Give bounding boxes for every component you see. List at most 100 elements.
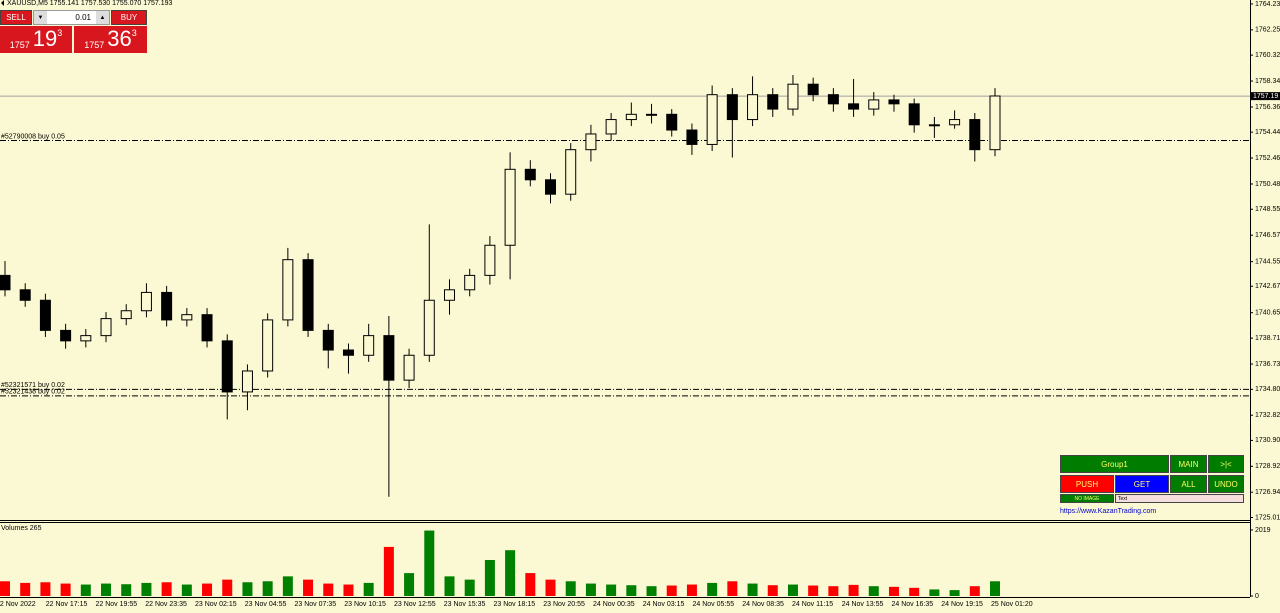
buy-button[interactable]: BUY (111, 10, 147, 25)
y-tick-label: 1758.34 (1255, 78, 1280, 85)
candle-body (565, 149, 577, 195)
volume-bar (727, 581, 738, 596)
sell-button[interactable]: SELL (0, 10, 32, 25)
volume-bar (666, 585, 677, 596)
volume-bar (343, 584, 354, 596)
volume-bar (888, 586, 899, 596)
volume-bar (20, 582, 31, 596)
all-button[interactable]: ALL (1170, 475, 1207, 493)
volume-bar (646, 586, 657, 596)
volume-bar (303, 579, 314, 596)
lot-up[interactable]: ▲ (96, 11, 109, 24)
x-tick-label: 23 Nov 10:15 (344, 601, 386, 608)
chart-title: XAUUSD,M5 1755.141 1757.530 1755.070 175… (7, 0, 173, 7)
link[interactable]: https://www.KazanTrading.com (1060, 508, 1157, 515)
x-tick-label: 25 Nov 01:20 (991, 601, 1033, 608)
candle-body (383, 335, 395, 381)
candle-body (807, 83, 819, 96)
push-button[interactable]: PUSH (1060, 475, 1114, 493)
x-tick-label: 24 Nov 05:55 (693, 601, 735, 608)
lot-input[interactable]: 0.01 (33, 10, 110, 25)
volume-bar (242, 582, 253, 596)
candle-body (140, 291, 152, 312)
volume-bar (101, 583, 112, 596)
candle-body (949, 119, 961, 126)
text-input[interactable]: Text (1115, 494, 1244, 503)
candle-body (827, 94, 839, 105)
x-tick-label: 24 Nov 13:55 (842, 601, 884, 608)
y-tick-label: 1730.90 (1255, 437, 1280, 444)
y-tick-label: 1750.48 (1255, 181, 1280, 188)
x-tick-label: 23 Nov 18:15 (494, 601, 536, 608)
buy-price-base: 1757 (84, 40, 105, 50)
candle-body (686, 129, 698, 145)
candle-body (423, 299, 435, 356)
y-tick-label: 1760.32 (1255, 52, 1280, 59)
group-button[interactable]: Group1 (1060, 455, 1169, 473)
x-tick-label: 24 Nov 16:35 (892, 601, 934, 608)
candle-body (161, 291, 173, 321)
volume-bar (323, 583, 334, 596)
x-tick-label: 23 Nov 15:35 (444, 601, 486, 608)
candle-body (403, 354, 415, 381)
x-tick-label: 22 Nov 17:15 (46, 601, 88, 608)
collapse-button[interactable]: >|< (1208, 455, 1244, 473)
candle-body (342, 349, 354, 356)
x-tick-label: 23 Nov 07:35 (295, 601, 337, 608)
volume-bar (909, 587, 920, 596)
volume-bar (828, 586, 839, 596)
y-tick-label: 1762.25 (1255, 27, 1280, 34)
volume-bar (383, 546, 394, 596)
y-tick-label: 1752.46 (1255, 155, 1280, 162)
volume-bar (0, 581, 10, 596)
undo-button[interactable]: UNDO (1208, 475, 1244, 493)
lot-down[interactable]: ▼ (34, 11, 47, 24)
volume-bar (363, 582, 374, 596)
x-tick-label: 24 Nov 11:15 (792, 601, 833, 608)
y-tick-label: 1740.65 (1255, 310, 1280, 317)
order-label: #52321571 buy 0.02 (1, 382, 65, 389)
y-tick-label: 1756.36 (1255, 104, 1280, 111)
candle-body (868, 99, 880, 110)
candle-body (201, 314, 213, 342)
candle-body (524, 168, 536, 181)
candle-body (322, 329, 334, 351)
volume-bar (565, 581, 576, 596)
volume-label: Volumes 265 (1, 525, 42, 532)
x-tick-label: 24 Nov 00:35 (593, 601, 635, 608)
volume-bar (404, 573, 415, 596)
y-tick-label: 1748.55 (1255, 206, 1280, 213)
y-tick-label: 1725.01 (1255, 514, 1280, 521)
candle-body (0, 274, 11, 291)
x-tick-label: 23 Nov 02:15 (195, 601, 237, 608)
candle-body (928, 124, 940, 127)
volume-bar (464, 579, 475, 596)
x-tick-label: 23 Nov 04:55 (245, 601, 287, 608)
candle-body (605, 119, 617, 135)
get-button[interactable]: GET (1115, 475, 1169, 493)
x-tick-label: 22 Nov 23:35 (145, 601, 187, 608)
candle-body (60, 329, 72, 342)
main-button[interactable]: MAIN (1170, 455, 1207, 473)
sell-price-sup: 3 (57, 28, 63, 38)
candle-body (726, 94, 738, 121)
no-image-button[interactable]: NO IMAGE (1060, 494, 1114, 503)
y-tick-label: 1732.82 (1255, 412, 1280, 419)
candle-body (545, 179, 557, 195)
x-tick-label: 24 Nov 19:15 (941, 601, 983, 608)
x-tick-label: 22 Nov 2022 (0, 601, 36, 608)
symbol-icon (1, 0, 4, 6)
candle-body (787, 83, 799, 110)
volume-bar (626, 585, 637, 596)
buy-price[interactable]: 1757 36 3 (74, 26, 147, 53)
sell-price[interactable]: 1757 19 3 (0, 26, 72, 53)
volume-bar (444, 576, 455, 596)
volume-bar (121, 584, 132, 596)
candle-body (908, 103, 920, 126)
volume-bar (585, 583, 596, 596)
x-tick-label: 23 Nov 20:55 (543, 601, 585, 608)
volume-bar (707, 582, 718, 596)
volume-bar (262, 581, 273, 596)
